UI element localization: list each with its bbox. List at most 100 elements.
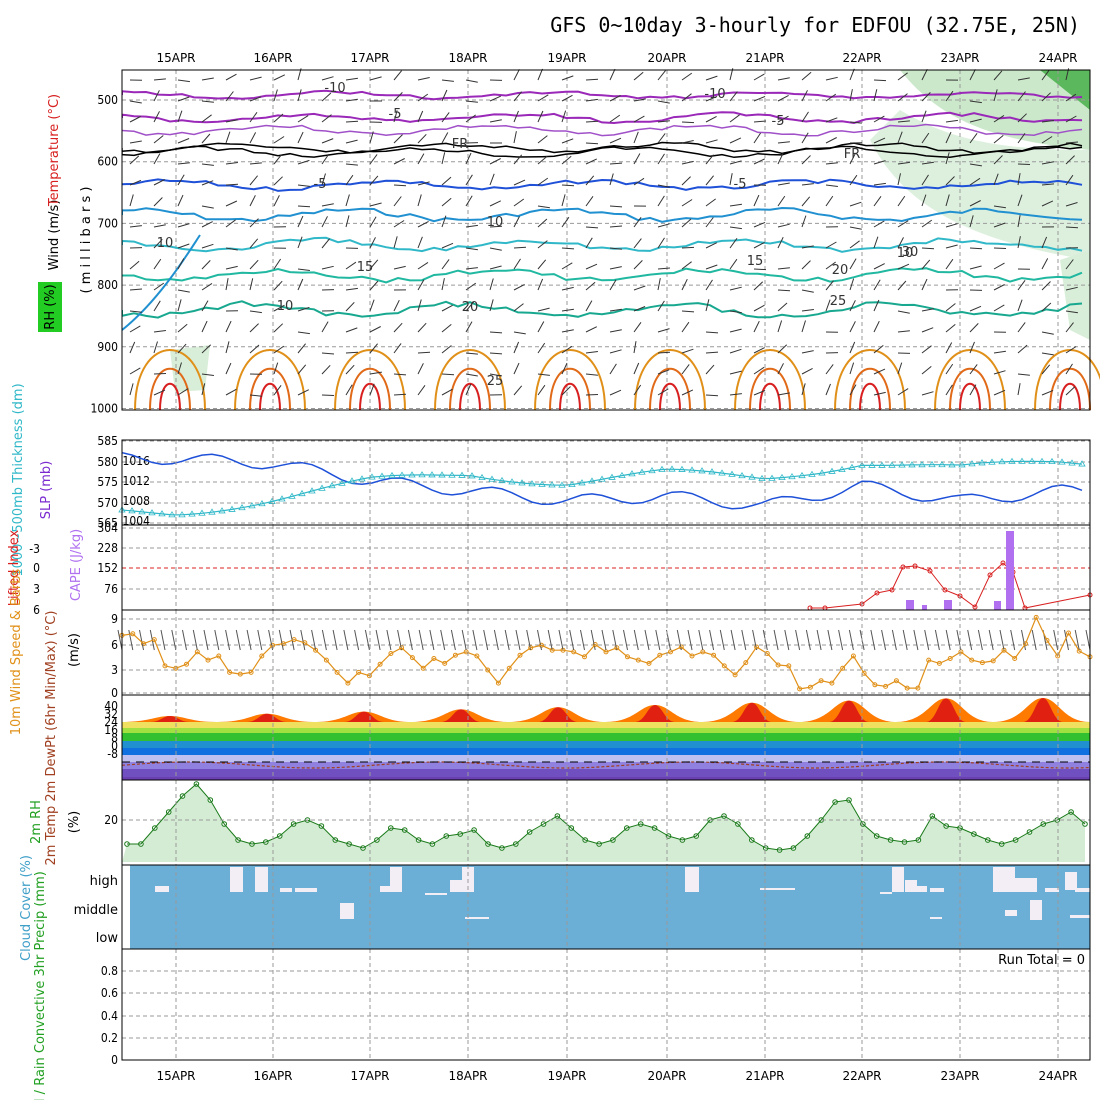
thickness-marker — [618, 471, 626, 479]
wind-barb — [1065, 286, 1078, 291]
thickness-marker — [938, 460, 946, 468]
wind-barb — [561, 329, 574, 333]
wind-barb — [977, 629, 983, 651]
temp-ytick: 24 — [104, 715, 118, 729]
wind-barb — [153, 179, 165, 186]
temp-ytick: 8 — [111, 731, 118, 745]
wind-barb — [921, 161, 934, 165]
wind-barb — [753, 221, 766, 228]
wind-barb — [129, 140, 142, 144]
wind-barb — [585, 281, 596, 291]
wind-barb — [201, 320, 208, 333]
wind-barb — [681, 93, 692, 102]
wind-barb — [441, 132, 449, 144]
wind-barb — [369, 216, 377, 228]
wind-barb — [969, 364, 978, 375]
temp-band — [122, 728, 1090, 733]
wind-barb — [561, 138, 574, 144]
wind-barb — [1074, 629, 1080, 651]
wind-barb — [321, 216, 328, 228]
wind-barb — [681, 321, 690, 333]
wind-barb — [273, 323, 284, 333]
temp-ytick: 40 — [104, 699, 118, 713]
cloud-gap — [255, 867, 268, 892]
wind-barb — [177, 289, 190, 293]
wind-barb — [249, 323, 259, 333]
contour-line — [122, 89, 1083, 101]
wind-barb — [609, 349, 622, 354]
wind-barb — [489, 299, 494, 312]
wind-barb — [417, 279, 425, 291]
wind-barb — [753, 241, 765, 249]
wind-marker — [442, 660, 448, 666]
wind-barb — [1065, 346, 1077, 354]
contour-line — [449, 367, 491, 411]
wind-barb — [825, 261, 836, 270]
wind-barb — [1041, 331, 1054, 335]
wind-barb — [203, 629, 209, 651]
wind-barb — [441, 304, 453, 312]
wind-barb — [729, 238, 738, 249]
thickness-ytick: 570 — [97, 496, 118, 510]
thickness-marker — [448, 471, 456, 478]
cape-ytick: 304 — [97, 521, 118, 535]
wind-barb — [321, 114, 332, 123]
thickness-marker — [838, 465, 846, 472]
wind-barb — [969, 384, 977, 396]
wind-barb — [537, 94, 549, 102]
wind-barb — [609, 247, 622, 250]
wind-barb — [609, 114, 621, 123]
wind-barb — [513, 154, 523, 165]
wind-barb — [657, 195, 665, 207]
wind-barb — [993, 222, 1006, 228]
wind-barb — [897, 330, 910, 333]
cloud-gap — [230, 867, 243, 892]
wind-barb — [537, 278, 544, 291]
wind-barb — [1065, 259, 1074, 270]
wind-barb — [129, 310, 142, 313]
wind-barb — [537, 629, 542, 651]
wind-barb — [753, 390, 766, 396]
wind-barb — [321, 321, 329, 333]
wind-barb — [825, 76, 838, 81]
thickness-marker — [798, 471, 806, 479]
wind-barb — [1041, 389, 1054, 396]
li-ylabel: Lifted Index — [7, 529, 22, 606]
contour-line — [859, 382, 881, 411]
wind-barb — [273, 362, 279, 375]
wind-barb — [393, 70, 402, 81]
wind-barb — [225, 341, 230, 354]
contour-line — [459, 382, 481, 411]
wind-barb — [369, 343, 378, 354]
slp-ytick: 1012 — [123, 474, 150, 488]
contour-line — [122, 267, 1083, 284]
wind-barb — [129, 288, 143, 291]
thickness-marker — [708, 468, 716, 475]
date-label-bottom: 23APR — [940, 1069, 979, 1083]
wind-speed-line — [121, 615, 1091, 690]
wind-barb — [417, 363, 424, 375]
wind-barb — [273, 113, 284, 123]
wind-barb — [969, 118, 982, 123]
temp-ytick: 32 — [104, 707, 118, 721]
wind-barb — [369, 280, 379, 291]
wind-marker — [184, 661, 189, 667]
wind-barb — [128, 629, 134, 651]
wind-barb — [838, 629, 844, 651]
wind-barb — [417, 299, 422, 312]
wind-marker — [495, 680, 501, 686]
wind-barb — [129, 325, 141, 333]
wind-barb — [561, 286, 574, 291]
contour-line — [534, 349, 606, 411]
wind-barb — [369, 175, 379, 186]
upper-ytick: 600 — [97, 155, 118, 169]
wind-barb — [386, 629, 392, 651]
wind-barb — [1017, 299, 1023, 312]
wind-barb — [345, 351, 359, 354]
wind-barb — [537, 321, 545, 333]
wind-barb — [752, 629, 758, 651]
temp-ylabel: 2m Temp 2m DewPt (6hr Min/Max) (°C) — [44, 611, 59, 866]
thickness-marker — [678, 465, 686, 472]
wind-barb — [153, 153, 161, 165]
upper-ytick: 500 — [97, 93, 118, 107]
